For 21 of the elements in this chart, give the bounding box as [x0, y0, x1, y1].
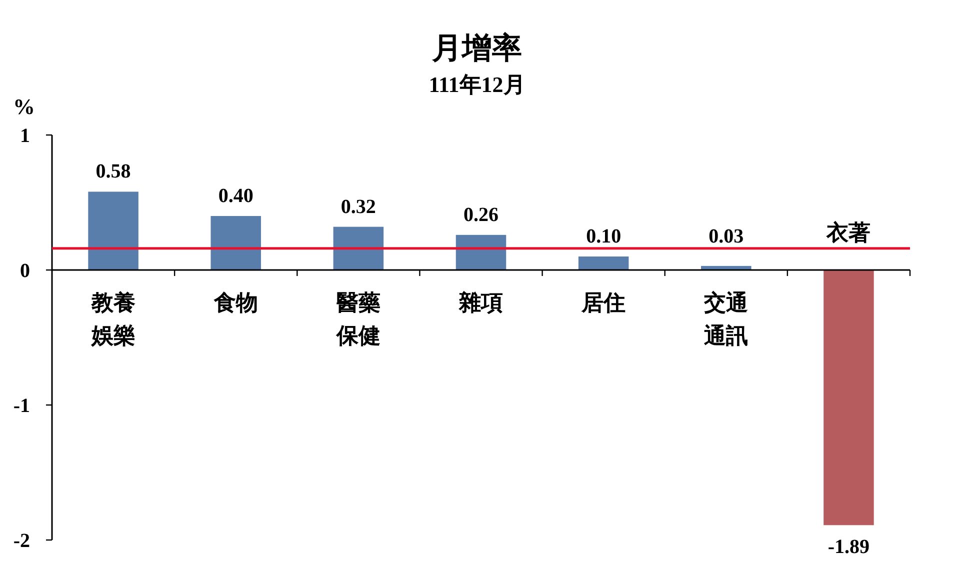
- chart-title: 月增率: [431, 31, 522, 65]
- x-tick-label: 醫藥保健: [335, 290, 380, 348]
- y-tick-label: -2: [13, 530, 30, 552]
- data-label: 0.03: [708, 225, 744, 248]
- x-tick-label: 食物: [212, 290, 258, 315]
- data-label: 0.26: [464, 204, 498, 226]
- data-label: 0.58: [96, 160, 131, 183]
- y-tick-label: 1: [20, 125, 30, 147]
- x-tick-label: 衣著: [826, 220, 871, 245]
- data-label: 0.40: [218, 185, 254, 207]
- y-tick-label: -1: [13, 395, 30, 417]
- data-label: 0.10: [586, 226, 622, 248]
- data-label: -1.89: [828, 536, 870, 558]
- x-tick-label: 教養娛樂: [90, 290, 136, 348]
- y-axis-title: %: [13, 94, 35, 119]
- x-tick-label: 居住: [580, 290, 626, 315]
- x-tick-label: 交通通訊: [703, 290, 748, 348]
- x-tick-label: 雜項: [458, 290, 503, 315]
- y-tick-label: 0: [20, 260, 30, 282]
- chart-subtitle: 111年12月: [428, 72, 526, 97]
- data-label: 0.32: [340, 196, 376, 218]
